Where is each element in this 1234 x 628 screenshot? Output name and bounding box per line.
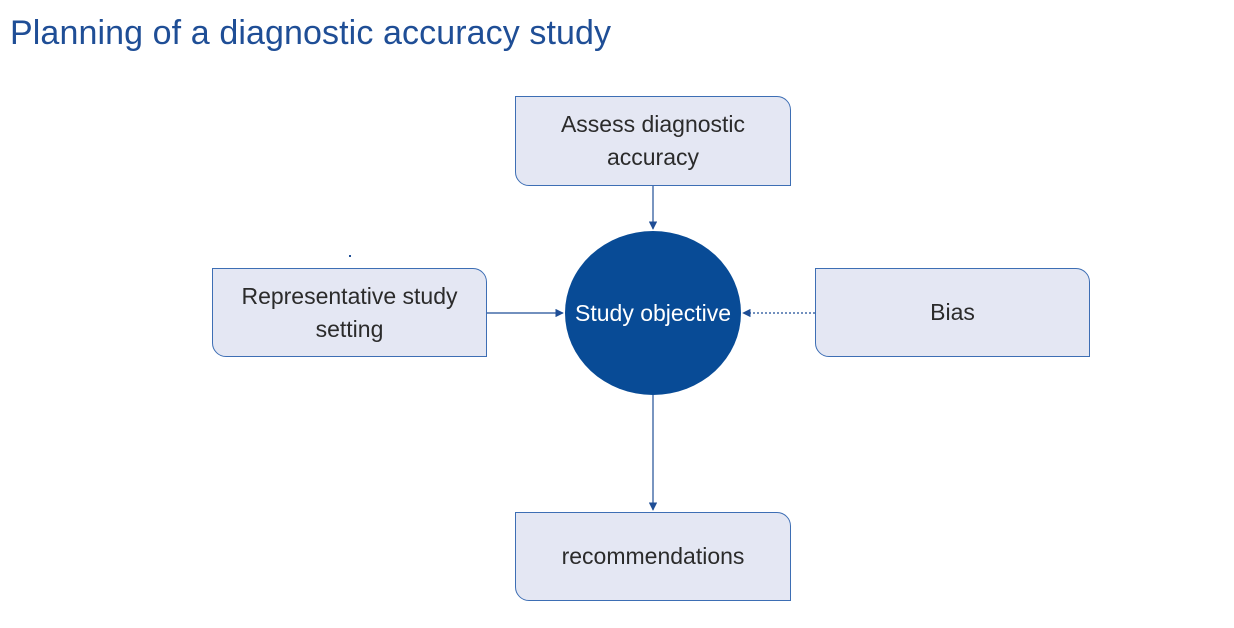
node-assess-diagnostic-accuracy: Assess diagnostic accuracy xyxy=(515,96,791,186)
node-label: Representative study setting xyxy=(241,282,458,342)
node-bias: Bias xyxy=(815,268,1090,357)
node-label: recommendations xyxy=(561,543,745,569)
center-label: Study objective xyxy=(575,299,731,326)
node-representative-study-setting: Representative study setting xyxy=(212,268,487,357)
node-label: Assess diagnostic accuracy xyxy=(560,111,746,170)
stray-mark xyxy=(349,255,351,257)
node-label: Bias xyxy=(930,299,975,325)
slide-title: Planning of a diagnostic accuracy study xyxy=(10,14,612,52)
node-recommendations: recommendations xyxy=(515,512,791,601)
node-study-objective: Study objective xyxy=(565,231,741,395)
